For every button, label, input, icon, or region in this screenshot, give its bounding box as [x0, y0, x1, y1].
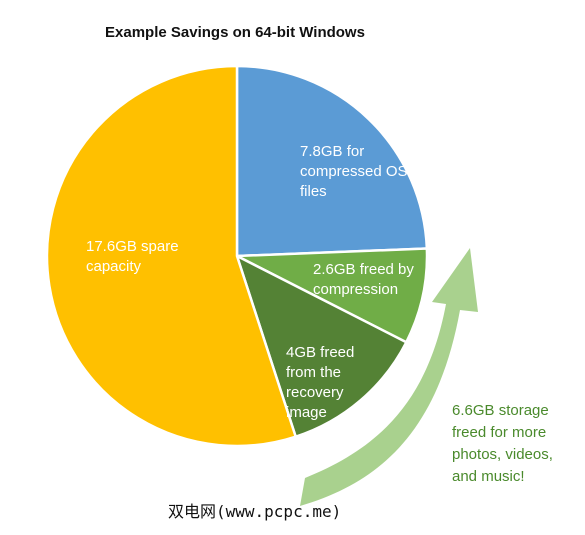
pie-slice-2	[235, 254, 408, 438]
slice-label-spare-capacity: 17.6GB spare capacity	[86, 238, 179, 275]
chart-title: Example Savings on 64-bit Windows	[105, 24, 365, 41]
pie-slice-3	[45, 64, 297, 448]
growth-arrow-icon	[300, 248, 478, 506]
pie-slice-0	[235, 64, 429, 258]
slice-label-recovery-image: 4GB freed from the recovery image	[286, 344, 355, 421]
savings-annotation: 6.6GB storage freed for more photos, vid…	[452, 402, 553, 485]
pie-slice-1	[235, 247, 429, 344]
watermark: 双电网(www.pcpc.me)	[168, 502, 342, 521]
slice-label-freed-by-compression: 2.6GB freed by compression	[313, 261, 414, 298]
slice-label-compressed-os: 7.8GB for compressed OS files	[300, 143, 408, 200]
